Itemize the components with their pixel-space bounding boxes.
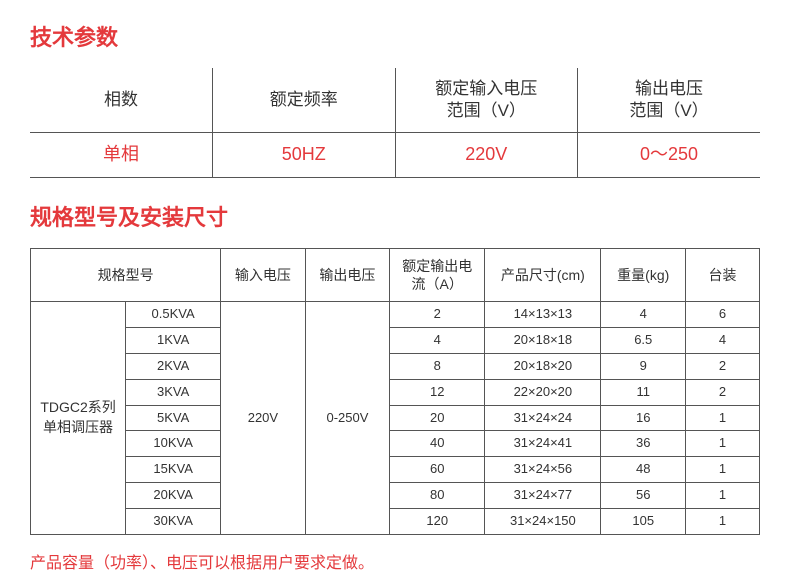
section2-title: 规格型号及安装尺寸 [30, 200, 760, 232]
cell-current: 2 [390, 301, 485, 327]
t1-h3: 输出电压 范围（V） [578, 68, 761, 133]
cell-input-voltage: 220V [221, 301, 306, 534]
cell-per_case: 2 [685, 353, 759, 379]
cell-per_case: 1 [685, 405, 759, 431]
cell-size: 20×18×20 [485, 353, 601, 379]
t2-h-weight: 重量(kg) [601, 248, 686, 301]
cell-weight: 9 [601, 353, 686, 379]
t1-h1: 额定频率 [213, 68, 396, 133]
cell-kva: 1KVA [126, 327, 221, 353]
cell-per_case: 2 [685, 379, 759, 405]
cell-kva: 15KVA [126, 457, 221, 483]
cell-current: 4 [390, 327, 485, 353]
cell-current: 20 [390, 405, 485, 431]
cell-kva: 5KVA [126, 405, 221, 431]
cell-weight: 11 [601, 379, 686, 405]
cell-weight: 36 [601, 431, 686, 457]
cell-per_case: 1 [685, 509, 759, 535]
cell-current: 12 [390, 379, 485, 405]
cell-per_case: 6 [685, 301, 759, 327]
cell-weight: 6.5 [601, 327, 686, 353]
table-row: 1KVA420×18×186.54 [31, 327, 760, 353]
t2-h-outputv: 输出电压 [305, 248, 390, 301]
cell-kva: 0.5KVA [126, 301, 221, 327]
cell-size: 31×24×24 [485, 405, 601, 431]
table-row: 5KVA 2031×24×24161 [31, 405, 760, 431]
table-row: 10KVA 4031×24×41361 [31, 431, 760, 457]
cell-size: 31×24×41 [485, 431, 601, 457]
table-row: 2KVA 820×18×2092 [31, 353, 760, 379]
spec-table: 规格型号 输入电压 输出电压 额定输出电 流（A） 产品尺寸(cm) 重量(kg… [30, 248, 760, 535]
cell-size: 31×24×77 [485, 483, 601, 509]
cell-weight: 4 [601, 301, 686, 327]
footnote-text: 产品容量（功率）、电压可以根据用户要求定做。 [30, 549, 760, 573]
cell-kva: 10KVA [126, 431, 221, 457]
cell-weight: 105 [601, 509, 686, 535]
cell-weight: 48 [601, 457, 686, 483]
cell-size: 20×18×18 [485, 327, 601, 353]
table-row: TDGC2系列 单相调压器0.5KVA220V0-250V214×13×1346 [31, 301, 760, 327]
cell-current: 120 [390, 509, 485, 535]
t2-h-inputv: 输入电压 [221, 248, 306, 301]
cell-size: 14×13×13 [485, 301, 601, 327]
cell-size: 31×24×150 [485, 509, 601, 535]
t1-v3: 0～250 [578, 133, 761, 177]
t2-h-model: 规格型号 [31, 248, 221, 301]
table-row: 15KVA 6031×24×56481 [31, 457, 760, 483]
table-row: 3KVA 1222×20×20112 [31, 379, 760, 405]
cell-size: 31×24×56 [485, 457, 601, 483]
series-label: TDGC2系列 单相调压器 [31, 301, 126, 534]
t1-h2: 额定输入电压 范围（V） [395, 68, 578, 133]
cell-current: 80 [390, 483, 485, 509]
section1-title: 技术参数 [30, 20, 760, 52]
t2-h-percase: 台装 [685, 248, 759, 301]
cell-current: 60 [390, 457, 485, 483]
t2-h-size: 产品尺寸(cm) [485, 248, 601, 301]
cell-per_case: 1 [685, 483, 759, 509]
cell-output-voltage: 0-250V [305, 301, 390, 534]
t2-h-current: 额定输出电 流（A） [390, 248, 485, 301]
tech-params-table: 相数 额定频率 额定输入电压 范围（V） 输出电压 范围（V） 单相 50HZ … [30, 68, 760, 178]
t1-h0: 相数 [30, 68, 213, 133]
table-row: 30KVA 12031×24×1501051 [31, 509, 760, 535]
cell-kva: 3KVA [126, 379, 221, 405]
cell-kva: 30KVA [126, 509, 221, 535]
t1-v0: 单相 [30, 133, 213, 177]
cell-weight: 16 [601, 405, 686, 431]
cell-current: 8 [390, 353, 485, 379]
t1-v1: 50HZ [213, 133, 396, 177]
t1-v2: 220V [395, 133, 578, 177]
cell-kva: 2KVA [126, 353, 221, 379]
table-row: 20KVA 8031×24×77561 [31, 483, 760, 509]
cell-per_case: 4 [685, 327, 759, 353]
cell-size: 22×20×20 [485, 379, 601, 405]
cell-per_case: 1 [685, 431, 759, 457]
cell-current: 40 [390, 431, 485, 457]
cell-kva: 20KVA [126, 483, 221, 509]
cell-weight: 56 [601, 483, 686, 509]
cell-per_case: 1 [685, 457, 759, 483]
